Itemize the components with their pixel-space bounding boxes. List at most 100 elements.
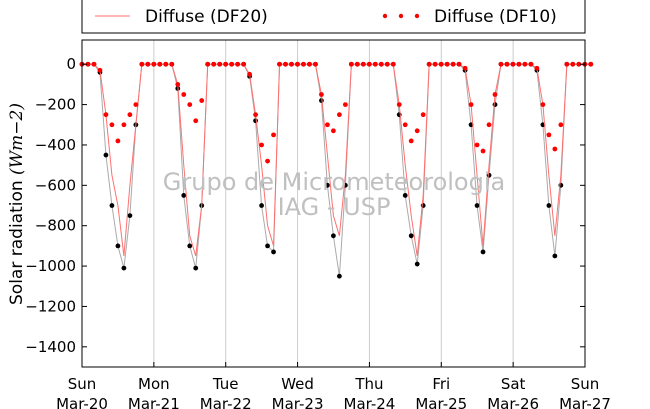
df10-point-67 xyxy=(480,148,486,154)
y-tick-label: 0 xyxy=(66,55,76,73)
df10-point-76 xyxy=(534,65,540,71)
df10-point-18 xyxy=(187,102,193,107)
df10-point-55 xyxy=(408,138,414,144)
df10-point-51 xyxy=(384,61,390,67)
global-point-5 xyxy=(109,203,115,208)
df10-point-79 xyxy=(552,146,558,152)
df10-point-11 xyxy=(145,61,151,67)
df10-point-30 xyxy=(259,142,264,148)
x-tick-label-date: Mar-20 xyxy=(56,395,108,409)
df10-point-53 xyxy=(396,102,402,107)
df10-point-58 xyxy=(426,61,432,67)
df10-point-32 xyxy=(271,132,276,138)
y-tick-label: −1400 xyxy=(25,338,76,356)
x-tick-label-day: Sun xyxy=(68,375,97,393)
y-tick-label: −1000 xyxy=(25,257,76,275)
x-tick-label-day: Sat xyxy=(501,375,526,393)
df10-point-57 xyxy=(420,112,426,118)
df10-point-24 xyxy=(223,61,229,67)
global-point-8 xyxy=(127,213,133,219)
df10-point-12 xyxy=(151,61,157,67)
x-tick-label-date: Mar-23 xyxy=(272,395,324,409)
df10-point-83 xyxy=(576,61,582,67)
global-point-69 xyxy=(492,102,498,107)
df10-point-73 xyxy=(516,61,522,67)
df10-point-72 xyxy=(510,61,516,67)
df10-point-26 xyxy=(235,61,241,67)
df10-point-68 xyxy=(486,122,492,128)
legend: Diffuse (DF20) Diffuse (DF10) xyxy=(81,0,586,34)
global-point-67 xyxy=(480,249,486,255)
df10-point-6 xyxy=(115,138,121,144)
df10-point-10 xyxy=(139,61,145,67)
df10-point-69 xyxy=(492,92,498,97)
x-tick-label-day: Thu xyxy=(354,375,383,393)
df10-point-65 xyxy=(468,102,474,107)
y-tick-label: −200 xyxy=(35,96,76,114)
df10-point-33 xyxy=(277,61,282,67)
df10-point-17 xyxy=(181,92,187,97)
plot-frame xyxy=(81,39,586,368)
y-axis: 0 −200 −400 −600 −800 −1000 −1200 −1400 xyxy=(25,55,585,356)
df10-point-50 xyxy=(378,61,384,67)
df10-point-29 xyxy=(253,112,258,118)
df10-point-3 xyxy=(97,67,103,73)
df10-point-85 xyxy=(588,61,594,67)
x-tick-label-day: Sun xyxy=(571,375,600,393)
x-tick-label-day: Tue xyxy=(212,375,239,393)
watermark-line-2: IAG - USP xyxy=(278,193,391,221)
df10-point-8 xyxy=(127,112,133,118)
df10-point-27 xyxy=(241,61,247,67)
df10-point-19 xyxy=(193,118,199,124)
global-point-30 xyxy=(259,203,264,208)
global-point-6 xyxy=(115,243,121,249)
df10-point-21 xyxy=(205,61,211,67)
legend-marker-df20-2 xyxy=(398,13,404,19)
df10-point-31 xyxy=(265,158,270,164)
df10-point-39 xyxy=(313,61,318,67)
global-point-4 xyxy=(103,152,109,158)
global-point-7 xyxy=(121,265,127,271)
x-tick-label-day: Mon xyxy=(138,375,170,393)
y-axis-label: Solar radiation (Wm−2) xyxy=(7,103,27,305)
df10-point-20 xyxy=(199,98,205,103)
df10-point-47 xyxy=(360,61,366,67)
global-point-55 xyxy=(408,233,414,239)
legend-box xyxy=(81,0,586,34)
df10-point-15 xyxy=(169,61,175,67)
global-point-56 xyxy=(414,261,420,267)
x-tick-label-date: Mar-25 xyxy=(415,395,467,409)
df10-point-43 xyxy=(336,112,342,118)
global-point-17 xyxy=(181,193,187,198)
series-df20-line xyxy=(82,63,591,257)
df10-point-62 xyxy=(450,61,456,67)
y-tick-label: −600 xyxy=(35,176,76,194)
df10-point-52 xyxy=(390,61,396,67)
legend-marker-df20-3 xyxy=(414,13,420,19)
x-tick-label-date: Mar-22 xyxy=(200,395,252,409)
x-tick-label-date: Mar-27 xyxy=(559,395,611,409)
df10-point-49 xyxy=(372,61,378,67)
df10-point-46 xyxy=(354,61,360,67)
global-point-54 xyxy=(402,193,408,198)
df10-point-40 xyxy=(319,92,324,97)
y-tick-label: −1200 xyxy=(25,297,76,315)
df10-point-74 xyxy=(522,61,528,67)
global-point-31 xyxy=(265,243,270,249)
global-point-41 xyxy=(325,182,330,188)
df10-point-66 xyxy=(474,142,480,148)
global-point-43 xyxy=(336,273,342,279)
df10-point-77 xyxy=(540,102,546,107)
series-area xyxy=(79,61,594,279)
df10-point-36 xyxy=(295,61,300,67)
df10-point-41 xyxy=(325,122,330,128)
df10-point-82 xyxy=(570,61,576,67)
df10-point-56 xyxy=(414,128,420,134)
df10-point-28 xyxy=(247,71,252,77)
watermark: Grupo de Micrometeorologia IAG - USP xyxy=(163,168,505,221)
df10-point-34 xyxy=(283,61,288,67)
df10-point-4 xyxy=(103,112,109,118)
df10-point-5 xyxy=(109,122,115,128)
df10-point-7 xyxy=(121,122,127,128)
